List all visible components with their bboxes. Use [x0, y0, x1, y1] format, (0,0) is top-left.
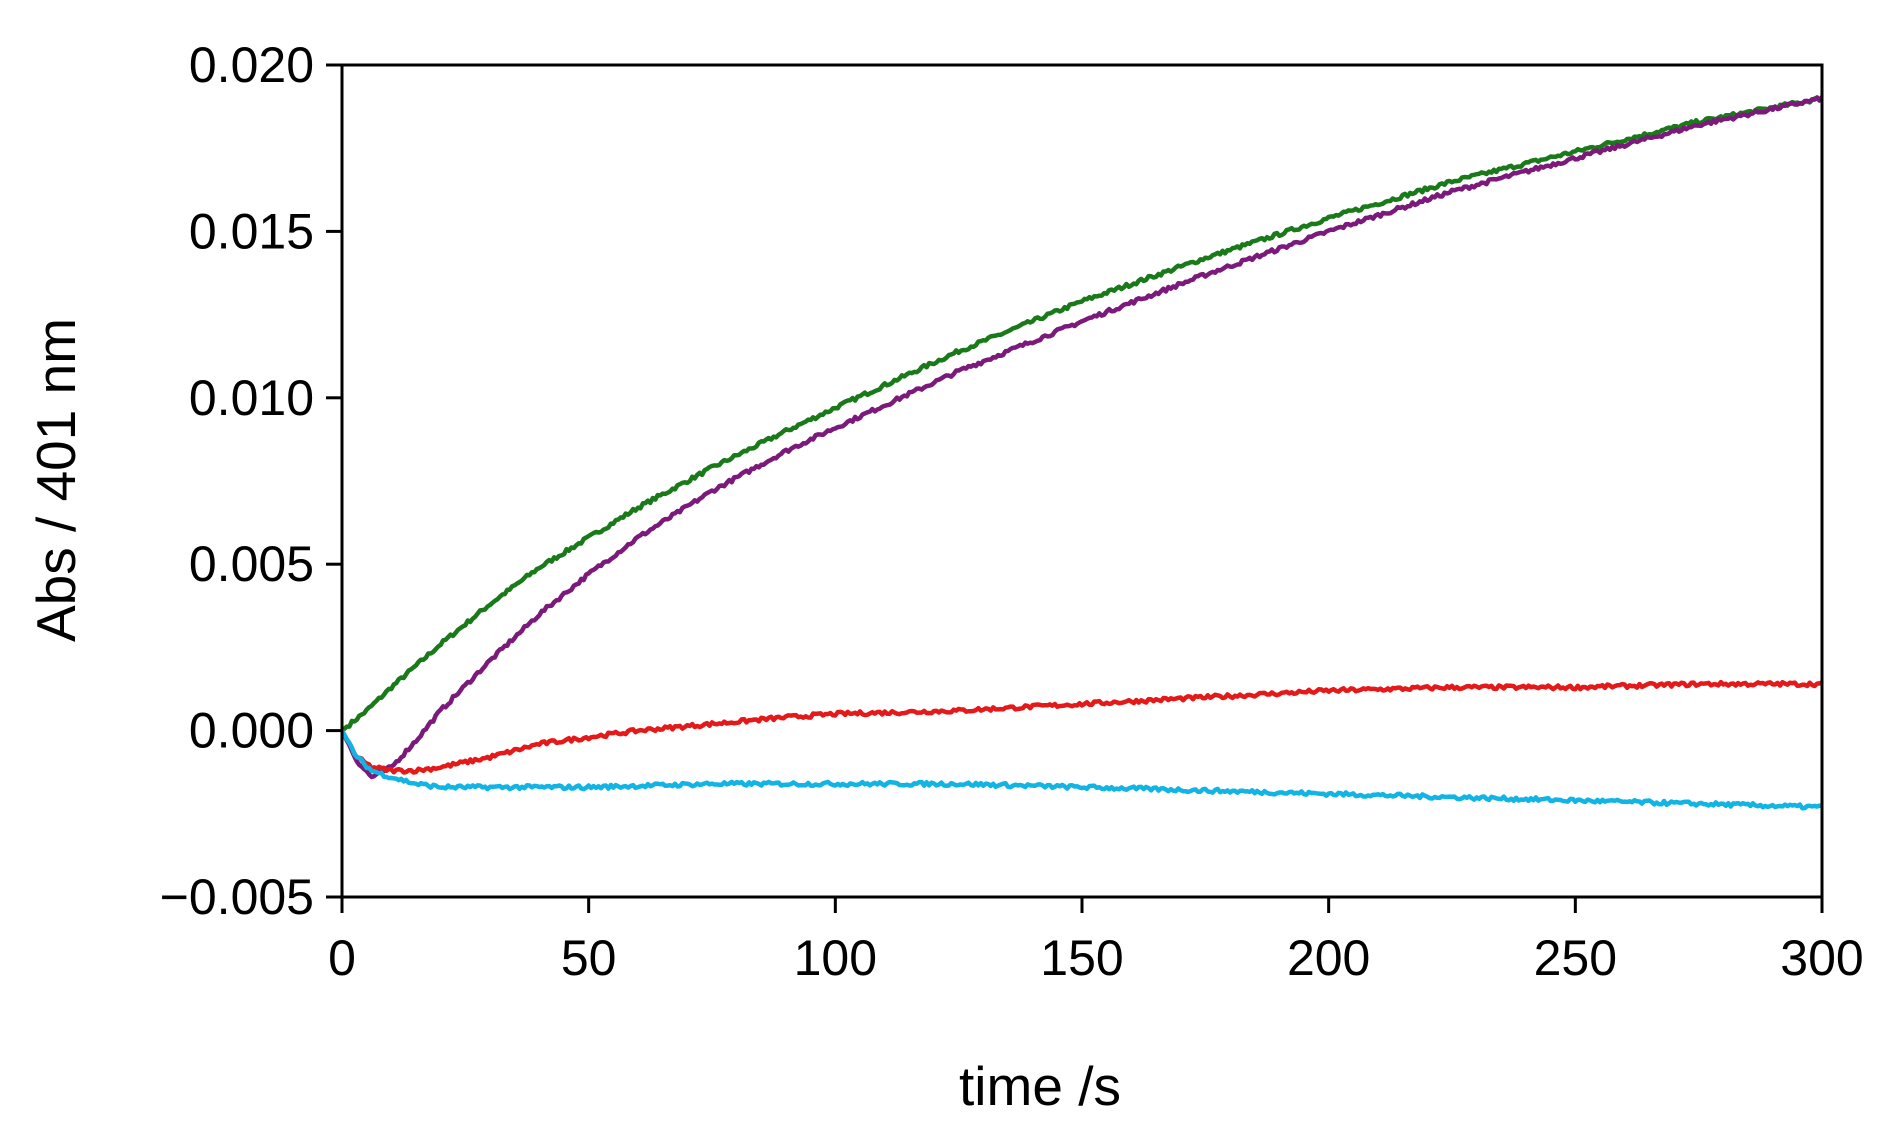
- y-tick-label: 0.005: [189, 536, 314, 592]
- x-tick-label: 250: [1534, 930, 1617, 986]
- series-line-3: [342, 679, 1822, 775]
- x-tick-label: 300: [1780, 930, 1863, 986]
- series-line-4: [342, 728, 1822, 811]
- axes-layer: −0.005 0.000 0.005 0.010 0.015 0.020 0 50 100 150…: [160, 37, 1864, 986]
- x-tick-label: 200: [1287, 930, 1370, 986]
- plot-frame: [340, 63, 1824, 899]
- x-tick-label: 100: [794, 930, 877, 986]
- x-tick-label: 150: [1040, 930, 1123, 986]
- series-line-1: [342, 95, 1822, 733]
- y-axis-title: Abs / 401 nm: [25, 318, 87, 642]
- x-tick-label: 50: [561, 930, 617, 986]
- y-tick-label: −0.005: [160, 869, 314, 925]
- y-tick-label: 0.015: [189, 203, 314, 259]
- y-tick-label: 0.000: [189, 703, 314, 759]
- x-axis-title: time /s: [959, 1055, 1121, 1117]
- y-tick-label: 0.020: [189, 37, 314, 93]
- x-tick-label: 0: [328, 930, 356, 986]
- y-tick-label: 0.010: [189, 370, 314, 426]
- series-layer: [342, 94, 1822, 811]
- series-line-2: [342, 94, 1822, 780]
- labels-layer: time /s Abs / 401 nm: [25, 318, 1121, 1117]
